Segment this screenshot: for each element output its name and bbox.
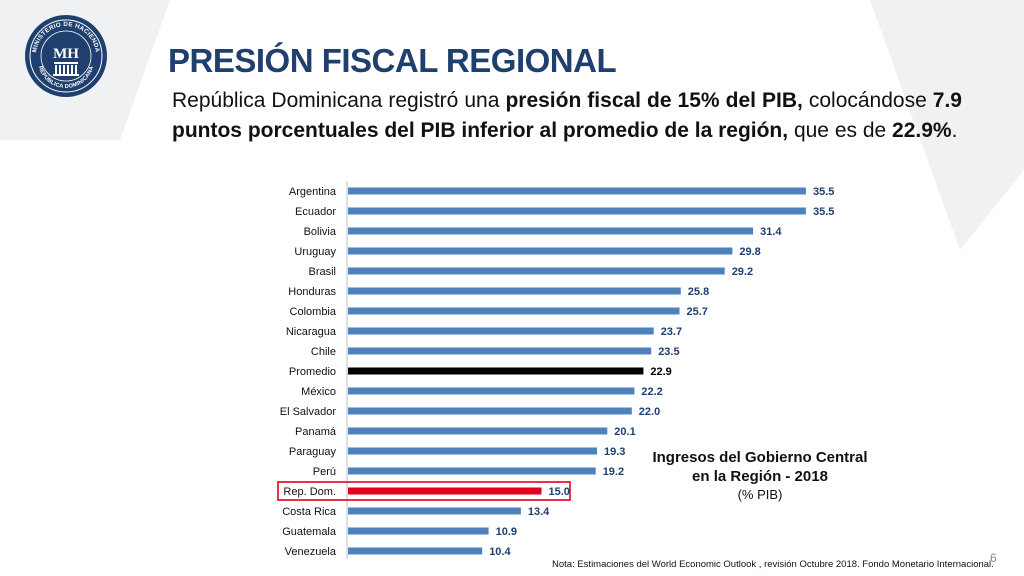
bar-argentina	[348, 187, 806, 195]
category-label-uruguay: Uruguay	[294, 246, 336, 258]
value-label-colombia: 25.7	[687, 306, 708, 318]
bar-bolivia	[348, 227, 754, 235]
value-label-honduras: 25.8	[688, 286, 709, 298]
value-label-ecuador: 35.5	[813, 206, 834, 218]
bar-el-salvador	[348, 407, 632, 415]
value-label-chile: 23.5	[658, 346, 679, 358]
chart-title-line-2: en la Región - 2018	[692, 468, 828, 485]
bar-costa-rica	[348, 507, 521, 515]
page-title: PRESIÓN FISCAL REGIONAL	[168, 42, 617, 79]
bar-chile	[348, 347, 652, 355]
bar-rep-dom	[348, 487, 542, 495]
value-label-peru: 19.2	[603, 466, 624, 478]
bar-panama	[348, 427, 608, 435]
category-label-brasil: Brasil	[308, 266, 336, 278]
category-label-venezuela: Venezuela	[285, 546, 337, 558]
chart-title-line-1: Ingresos del Gobierno Central	[652, 449, 868, 466]
value-label-bolivia: 31.4	[760, 226, 782, 238]
category-label-ecuador: Ecuador	[295, 206, 336, 218]
category-label-colombia: Colombia	[290, 306, 337, 318]
bar-guatemala	[348, 527, 489, 535]
category-label-argentina: Argentina	[289, 186, 337, 198]
bar-colombia	[348, 307, 680, 315]
bar-honduras	[348, 287, 681, 295]
bar-brasil	[348, 267, 725, 275]
intro-bold-3: 22.9%	[892, 119, 952, 142]
value-label-panama: 20.1	[614, 426, 635, 438]
intro-text-1: República Dominicana registró una	[172, 89, 506, 112]
value-label-mexico: 22.2	[641, 386, 662, 398]
category-label-promedio: Promedio	[289, 366, 336, 378]
ministry-logo: MINISTERIO DE HACIENDA REPÚBLICA DOMINIC…	[25, 15, 107, 97]
value-label-argentina: 35.5	[813, 186, 834, 198]
chart-subtitle: (% PIB)	[737, 487, 783, 502]
bar-venezuela	[348, 547, 483, 555]
footnote: Nota: Estimaciones del World Economic Ou…	[552, 559, 994, 570]
category-label-bolivia: Bolivia	[304, 226, 337, 238]
category-label-nicaragua: Nicaragua	[286, 326, 337, 338]
bar-paraguay	[348, 447, 597, 455]
intro-text-4: .	[951, 119, 958, 142]
bar-mexico	[348, 387, 635, 395]
value-label-paraguay: 19.3	[604, 446, 625, 458]
value-label-guatemala: 10.9	[496, 526, 517, 538]
category-label-mexico: México	[301, 386, 336, 398]
value-label-uruguay: 29.8	[739, 246, 760, 258]
intro-text-3: que es de	[788, 119, 893, 142]
category-label-panama: Panamá	[295, 426, 337, 438]
category-label-rep-dom: Rep. Dom.	[283, 486, 336, 498]
category-label-chile: Chile	[311, 346, 336, 358]
category-label-honduras: Honduras	[288, 286, 336, 298]
category-label-costa-rica: Costa Rica	[282, 506, 337, 518]
value-label-rep-dom: 15.0	[549, 486, 570, 498]
value-label-nicaragua: 23.7	[661, 326, 682, 338]
category-label-peru: Perú	[313, 466, 336, 478]
bar-uruguay	[348, 247, 733, 255]
value-label-el-salvador: 22.0	[639, 406, 660, 418]
page-number: 6	[990, 551, 997, 565]
value-label-costa-rica: 13.4	[528, 506, 550, 518]
value-label-brasil: 29.2	[732, 266, 753, 278]
chart-legend-box: Ingresos del Gobierno Central en la Regi…	[640, 448, 880, 504]
value-label-promedio: 22.9	[650, 366, 671, 378]
value-label-venezuela: 10.4	[489, 546, 511, 558]
intro-text-2: colocándose	[802, 89, 933, 112]
intro-bold-1: presión fiscal de 15% del PIB,	[505, 89, 803, 112]
intro-bold-2: 7.9 puntos porcentuales del PIB inferior…	[172, 89, 962, 142]
category-label-el-salvador: El Salvador	[280, 406, 337, 418]
bar-peru	[348, 467, 596, 475]
logo-initials: MH	[53, 46, 79, 62]
bar-ecuador	[348, 207, 806, 215]
category-label-guatemala: Guatemala	[282, 526, 337, 538]
bar-nicaragua	[348, 327, 654, 335]
highlight-box-rep-dom	[277, 481, 571, 501]
bar-promedio	[348, 367, 644, 375]
category-label-paraguay: Paraguay	[289, 446, 337, 458]
intro-paragraph: República Dominicana registró una presió…	[172, 86, 962, 146]
